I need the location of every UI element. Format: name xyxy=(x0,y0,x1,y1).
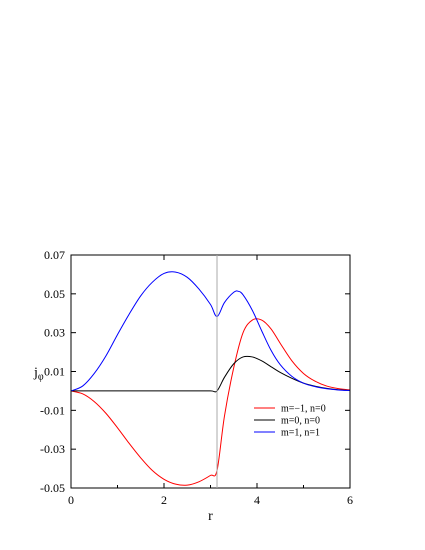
y-axis-label-subscript: φ xyxy=(38,372,44,383)
y-tick-label: 0.03 xyxy=(44,326,65,340)
series-layer xyxy=(70,271,351,486)
y-tick-label: -0.01 xyxy=(40,403,65,417)
plot-frame xyxy=(70,254,351,489)
y-tick-label: 0.07 xyxy=(44,248,65,262)
legend: m=−1, n=0m=0, n=0m=1, n=1 xyxy=(254,404,326,439)
y-tick-label: -0.03 xyxy=(40,442,65,456)
y-axis-label: jφ xyxy=(33,366,44,383)
series-line-3 xyxy=(70,271,351,392)
x-tick-label: 4 xyxy=(254,493,260,507)
x-axis-label: r xyxy=(208,509,213,524)
ticks-layer: 0 2 4 6 -0.05 -0.03 -0.01 0.01 0.03 0.05 0.07 xyxy=(40,248,353,507)
legend-label: m=1, n=1 xyxy=(281,428,320,439)
legend-label: m=−1, n=0 xyxy=(281,404,326,415)
y-tick-label: 0.01 xyxy=(44,365,65,379)
y-tick-label: -0.05 xyxy=(40,481,65,495)
series-line-2 xyxy=(71,355,351,393)
y-tick-label: 0.05 xyxy=(44,287,65,301)
y-axis-label-main: j xyxy=(33,366,38,381)
x-tick-label: 0 xyxy=(68,493,74,507)
x-tick-label: 2 xyxy=(161,493,167,507)
x-tick-label: 6 xyxy=(347,493,353,507)
legend-label: m=0, n=0 xyxy=(281,416,320,427)
